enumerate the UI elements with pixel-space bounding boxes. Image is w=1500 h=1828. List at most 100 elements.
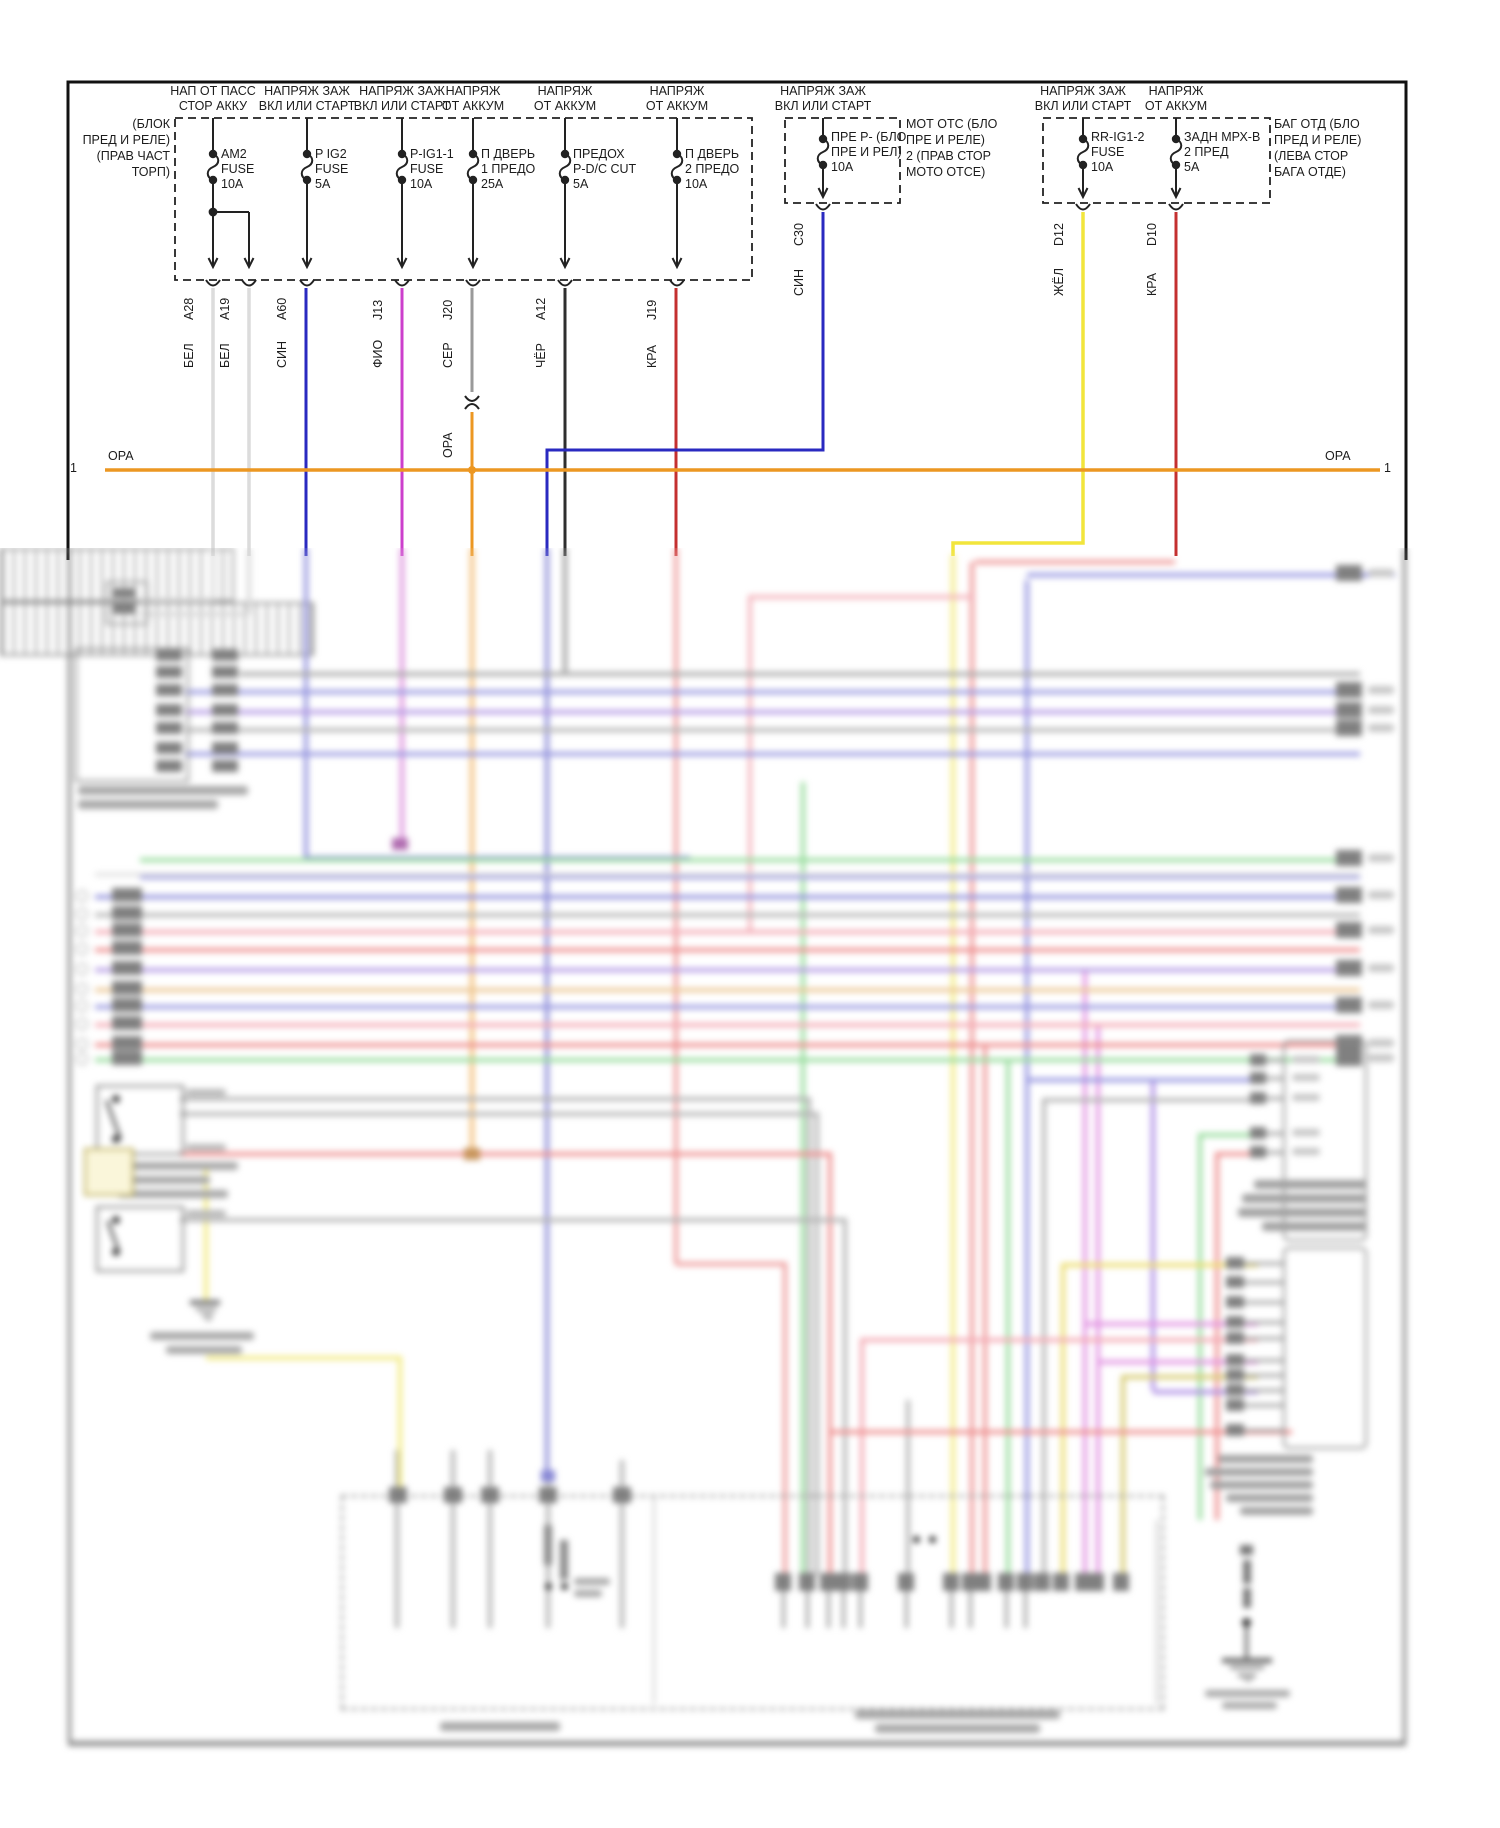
wire-color-label: СЕР — [441, 342, 455, 368]
blur-shape — [156, 722, 182, 734]
blur-shape — [748, 595, 752, 932]
blur-pin — [1053, 1573, 1069, 1591]
wire-d12-yellow — [951, 212, 1085, 556]
blur-shape — [1266, 1077, 1283, 1080]
blur-shape — [676, 1262, 785, 1266]
blur-pin — [76, 925, 88, 937]
blur-pin — [1336, 997, 1362, 1013]
blur-pin — [1336, 682, 1362, 698]
blur-shape — [112, 888, 142, 902]
blur-pin — [76, 1038, 88, 1050]
blur-shape — [392, 838, 408, 850]
blur-pin — [1250, 1054, 1266, 1066]
blur-pin — [1336, 1050, 1362, 1066]
column-header: НАПРЯЖ ОТ АККУМ — [533, 84, 597, 113]
blur-shape — [905, 1591, 908, 1628]
fuse-label: P-IG1-1 FUSE 10A — [410, 147, 454, 191]
blurred-artwork — [0, 548, 1500, 1790]
blur-shape — [212, 742, 238, 754]
wire-pin-label: A12 — [534, 297, 548, 320]
blur-shape — [1025, 580, 1029, 1575]
blur-shape — [906, 1400, 910, 1575]
blur-shape — [828, 1152, 832, 1575]
blur-pin — [76, 963, 88, 975]
blur-shape — [112, 1216, 120, 1224]
blur-shape — [1085, 1322, 1258, 1326]
blur-shape — [112, 941, 142, 955]
blur-shape — [950, 1591, 953, 1628]
column-header: НАП ОТ ПАСС СТОР АККУ — [170, 84, 256, 113]
blur-shape — [400, 548, 404, 845]
wire-color-label: КРА — [645, 344, 659, 368]
blur-shape — [1083, 968, 1087, 1575]
blur-shape — [1245, 1627, 1248, 1658]
blur-text — [1292, 1148, 1320, 1155]
blur-pin — [1226, 1384, 1244, 1396]
blur-pin — [975, 1573, 991, 1591]
blur-shape — [807, 1097, 811, 1575]
blur-pin — [1336, 565, 1362, 581]
blur-shape — [1230, 1666, 1264, 1669]
blur-shape — [140, 598, 213, 602]
blur-shape — [1024, 1591, 1027, 1628]
blur-text — [1368, 926, 1394, 934]
blur-shape — [156, 666, 182, 678]
blur-text — [1218, 1455, 1313, 1463]
blur-text — [875, 1724, 1040, 1733]
blur-shape — [1266, 1132, 1283, 1135]
blur-shape — [1266, 1059, 1283, 1062]
blur-shape — [1098, 1360, 1258, 1364]
blur-pin — [898, 1573, 914, 1591]
blur-shape — [95, 873, 1360, 876]
blur-shape — [212, 704, 238, 716]
blur-shape — [545, 548, 549, 1482]
blur-shape — [140, 612, 249, 616]
blur-shape — [156, 649, 182, 661]
fuse-label: ПРЕ Р- (БЛО ПРЕ И РЕЛ) 10A — [831, 130, 907, 174]
blur-shape — [206, 1319, 211, 1321]
wire-pin-label: D10 — [1145, 223, 1159, 246]
blur-pin — [1336, 922, 1362, 938]
blur-shape — [1222, 1658, 1272, 1663]
blur-pin — [76, 983, 88, 995]
blur-text — [1368, 964, 1394, 972]
blur-text — [1368, 1054, 1394, 1062]
blur-shape — [1005, 1591, 1008, 1628]
blur-shape — [1156, 1520, 1158, 1704]
blur-shape — [180, 1152, 830, 1156]
blur-shape — [95, 930, 1360, 934]
blur-shape — [140, 875, 1360, 879]
fuse-label: RR-IG1-2 FUSE 10A — [1091, 130, 1145, 174]
blur-pin — [1075, 1573, 1091, 1591]
blur-pin — [1336, 850, 1362, 866]
blur-shape — [180, 1112, 817, 1116]
blur-shape — [1266, 1151, 1283, 1154]
blur-shape — [185, 752, 1360, 756]
blur-shape — [1238, 1674, 1256, 1677]
blur-pin — [444, 1487, 462, 1503]
blur-text — [78, 800, 218, 809]
blur-shape — [1244, 1404, 1283, 1407]
blur-shape — [1123, 1375, 1258, 1379]
blur-pin — [1336, 702, 1362, 718]
blur-shape — [240, 672, 1360, 676]
blur-text — [440, 1722, 560, 1731]
blur-shape — [180, 1097, 809, 1101]
blur-shape — [1243, 1560, 1251, 1584]
blur-shape — [140, 858, 1360, 862]
blur-shape — [545, 1583, 552, 1590]
blur-pin — [1226, 1316, 1244, 1328]
blur-component — [96, 1085, 184, 1155]
blur-shape — [112, 961, 142, 975]
blur-text — [1292, 1129, 1320, 1136]
wire-color-label: СИН — [275, 340, 289, 368]
blur-shape — [212, 649, 238, 661]
blur-shape — [1244, 1374, 1283, 1377]
blur-shape — [913, 1536, 920, 1543]
blur-shape — [95, 895, 1360, 899]
wire-pin-label: J13 — [371, 299, 385, 320]
blur-shape — [1243, 1588, 1251, 1608]
blur-shape — [112, 923, 142, 937]
blur-shape — [464, 1148, 480, 1160]
